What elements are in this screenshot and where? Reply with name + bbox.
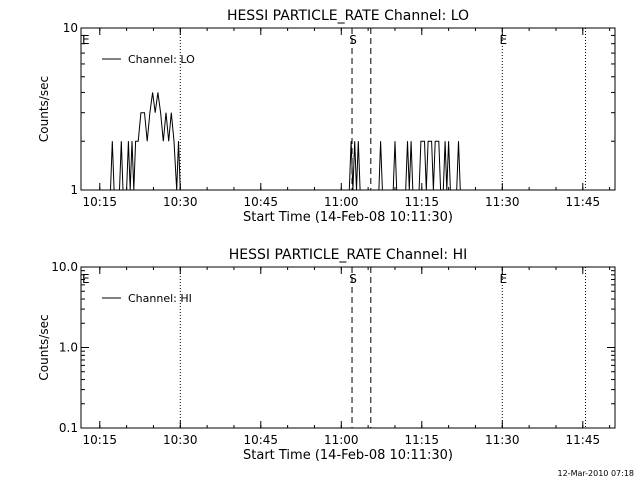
p0-marker-label-4: E (499, 33, 507, 47)
p0-y-tick-label-1: 10 (63, 21, 78, 35)
p0-legend-label: Channel: LO (128, 53, 195, 66)
p0-x-tick-label-3: 11:00 (324, 195, 359, 209)
p1-title: HESSI PARTICLE_RATE Channel: HI (229, 247, 467, 263)
p1-x-tick-label-6: 11:45 (566, 433, 601, 447)
p0-x-axis-label: Start Time (14-Feb-08 10:11:30) (243, 210, 453, 225)
p1-x-tick-label-3: 11:00 (324, 433, 359, 447)
p1-y-tick-label-0: 0.1 (59, 421, 78, 435)
panel-lo: HESSI PARTICLE_RATE Channel: LO 10:15 10:3… (37, 8, 616, 225)
p0-marker-label-2: S (349, 33, 357, 47)
p1-marker-label-0: E (82, 272, 90, 286)
p0-marker-label-0: E (82, 33, 90, 47)
p1-y-tick-label-1: 1.0 (59, 341, 78, 355)
p0-x-tick-label-1: 10:30 (163, 195, 198, 209)
p1-y-tick-label-2: 10.0 (51, 260, 78, 274)
p1-x-axis-label: Start Time (14-Feb-08 10:11:30) (243, 448, 453, 463)
p1-x-tick-label-5: 11:30 (485, 433, 520, 447)
p0-x-tick-label-0: 10:15 (82, 195, 117, 209)
p1-x-tick-label-1: 10:30 (163, 433, 198, 447)
p1-x-tick-label-2: 10:45 (243, 433, 278, 447)
p1-marker-label-2: S (349, 272, 357, 286)
p0-y-tick-label-0: 1 (70, 183, 78, 197)
p0-y-axis-label: Counts/sec (37, 76, 51, 142)
p1-legend-label: Channel: HI (128, 292, 192, 305)
p0-title: HESSI PARTICLE_RATE Channel: LO (227, 8, 469, 24)
p1-marker-label-4: E (499, 272, 507, 286)
p0-series-line-0 (110, 92, 461, 191)
p0-x-tick-label-4: 11:15 (404, 195, 439, 209)
footer-timestamp: 12-Mar-2010 07:18 (558, 469, 635, 478)
p1-y-axis-label: Counts/sec (37, 314, 51, 380)
p0-x-tick-label-6: 11:45 (566, 195, 601, 209)
p0-x-tick-label-5: 11:30 (485, 195, 520, 209)
panel-hi: HESSI PARTICLE_RATE Channel: HI 10:15 10:3… (37, 247, 616, 463)
p1-x-tick-label-4: 11:15 (404, 433, 439, 447)
p0-x-tick-label-2: 10:45 (243, 195, 278, 209)
p1-x-tick-label-0: 10:15 (82, 433, 117, 447)
